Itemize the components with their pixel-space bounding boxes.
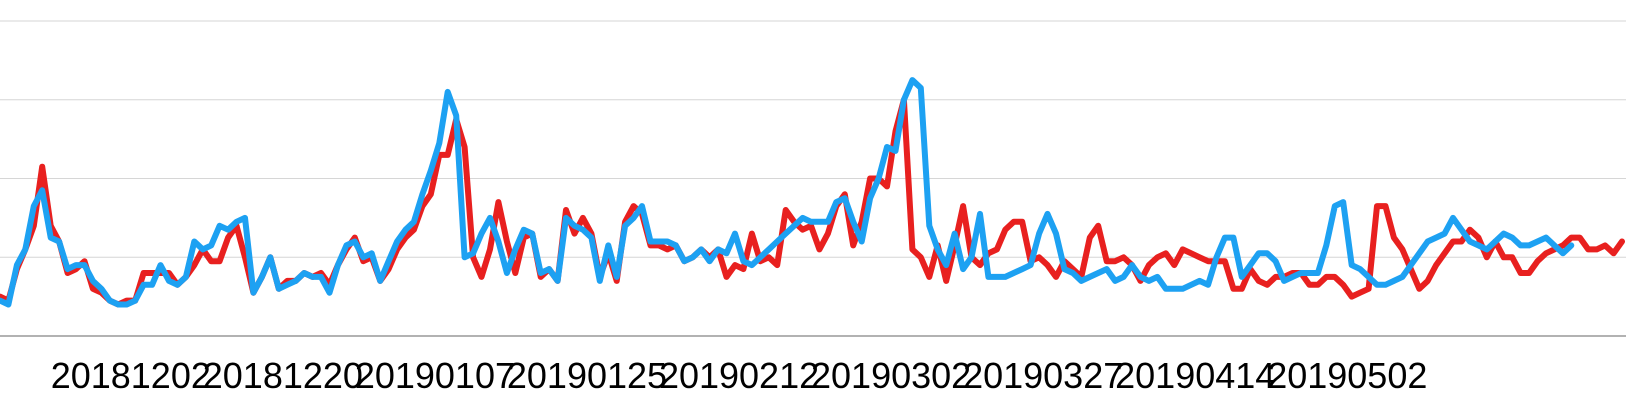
x-tick-label: 20190414 bbox=[1115, 355, 1275, 396]
x-tick-label: 20190327 bbox=[963, 355, 1123, 396]
series-layer bbox=[0, 77, 1625, 308]
x-tick-label: 20190125 bbox=[507, 355, 667, 396]
gridlines bbox=[0, 20, 1626, 258]
x-tick-label: 20181220 bbox=[203, 355, 363, 396]
series-line-0 bbox=[0, 96, 1625, 308]
x-tick-label: 20190212 bbox=[659, 355, 819, 396]
series-line-1 bbox=[0, 77, 1575, 308]
x-tick-label: 20190502 bbox=[1267, 355, 1427, 396]
x-tick-label: 20190302 bbox=[811, 355, 971, 396]
x-tick-label: 20181202 bbox=[51, 355, 211, 396]
x-tick-label: 20190107 bbox=[355, 355, 515, 396]
x-tick-labels: 2018120220181220201901072019012520190212… bbox=[51, 355, 1428, 396]
